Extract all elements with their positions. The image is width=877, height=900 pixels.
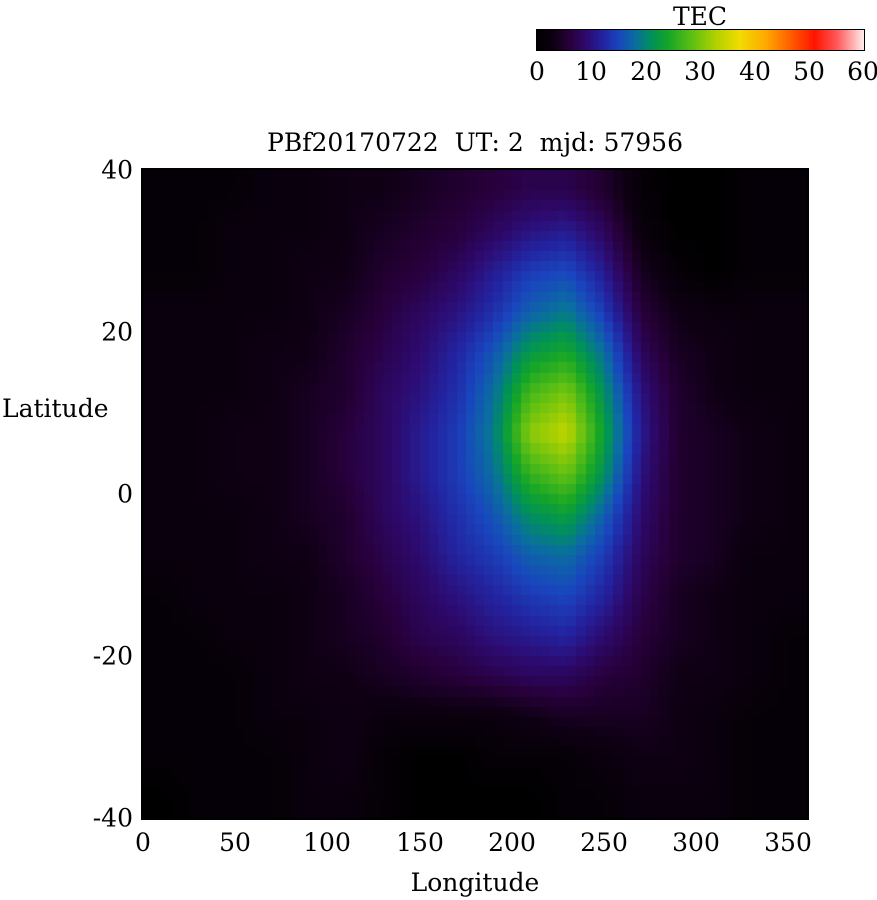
colorbar-tick: 40 (739, 57, 771, 86)
x-tick: 150 (396, 828, 444, 857)
colorbar-tick: 50 (793, 57, 825, 86)
colorbar-tick: 20 (630, 57, 662, 86)
y-tick: 20 (101, 317, 133, 347)
colorbar-tick: 30 (684, 57, 716, 86)
x-tick: 0 (135, 828, 151, 857)
x-tick: 350 (764, 828, 812, 857)
colorbar-title: TEC (672, 2, 728, 31)
colorbar-tick: 10 (575, 57, 607, 86)
x-tick: 200 (488, 828, 536, 857)
y-axis-label: Latitude (2, 394, 109, 423)
plot-area (141, 168, 809, 820)
x-axis-label: Longitude (410, 868, 540, 897)
x-tick: 250 (580, 828, 628, 857)
colorbar-tick: 0 (529, 57, 545, 86)
colorbar (536, 29, 865, 51)
plot-title: PBf20170722 UT: 2 mjd: 57956 (267, 128, 683, 157)
x-tick: 300 (672, 828, 720, 857)
colorbar-gradient (537, 30, 864, 50)
x-tick: 100 (303, 828, 351, 857)
x-tick: 50 (219, 828, 251, 857)
y-tick: 40 (101, 155, 133, 185)
y-tick: -20 (92, 641, 133, 671)
heatmap-canvas (143, 170, 807, 818)
y-tick: -40 (92, 803, 133, 833)
colorbar-tick: 60 (847, 57, 877, 86)
y-tick: 0 (117, 479, 133, 509)
